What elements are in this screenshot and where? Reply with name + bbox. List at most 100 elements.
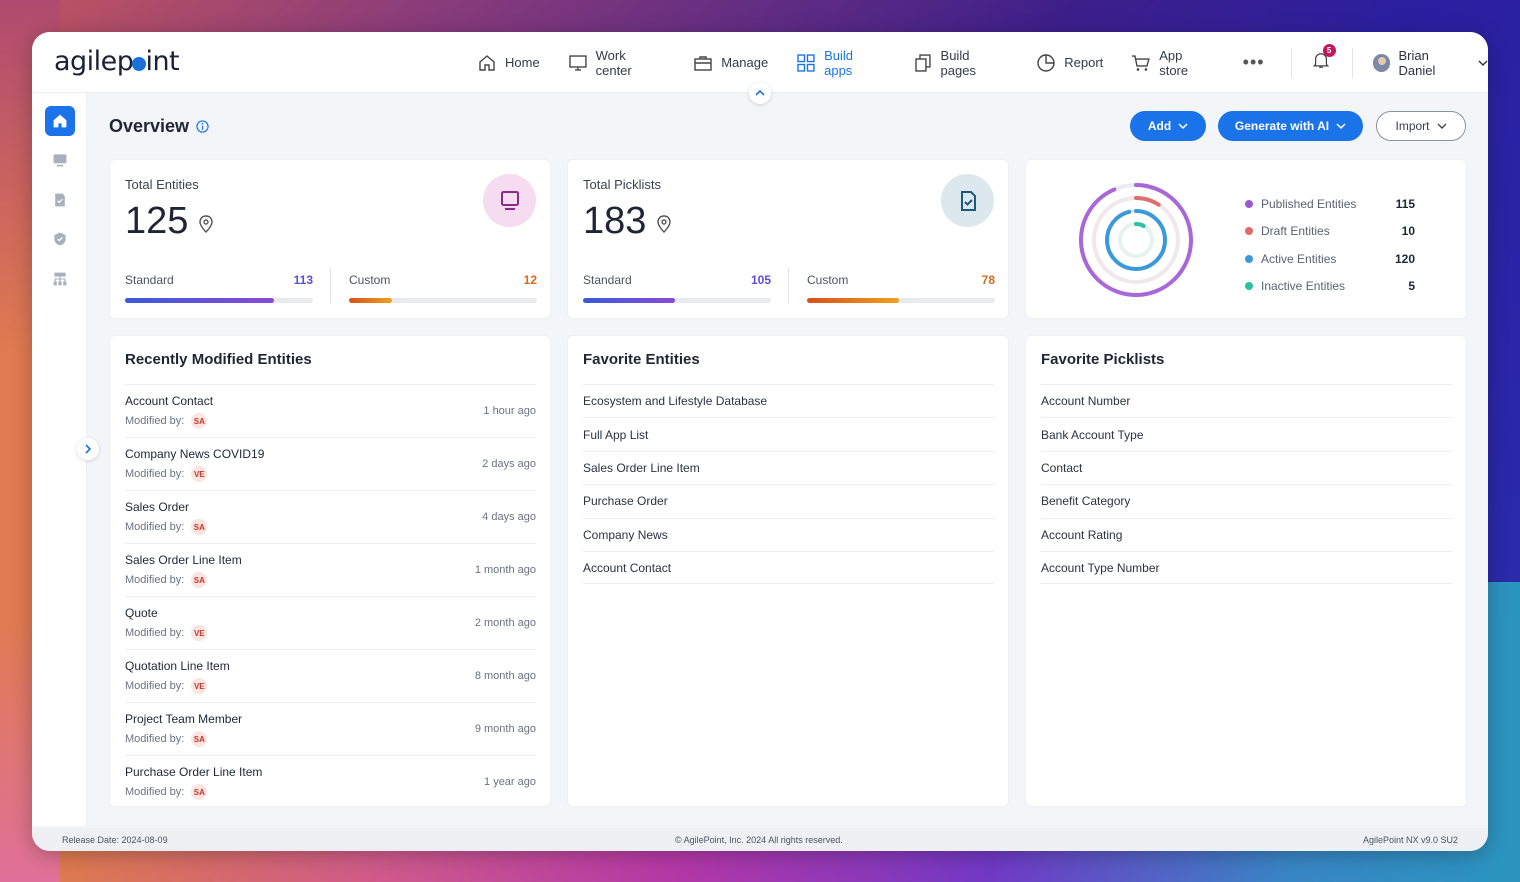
avatar: SA <box>191 413 208 429</box>
list-item[interactable]: Quotation Line Item Modified by: VE 8 mon… <box>125 649 536 702</box>
list-item[interactable]: Account Contact Modified by: SA 1 hour ag… <box>125 384 536 437</box>
list-item[interactable]: Account Type Number <box>1041 550 1452 585</box>
entity-name[interactable]: Quote <box>125 606 158 620</box>
entity-name[interactable]: Sales Order Line Item <box>125 553 242 567</box>
add-button-label: Add <box>1147 119 1172 133</box>
entity-name[interactable]: Project Team Member <box>125 712 243 726</box>
total-picklists-value: 183 <box>583 200 672 243</box>
modified-by: Modified by: VE <box>125 466 208 482</box>
nav-home[interactable]: Home <box>477 53 540 73</box>
legend-label: Active Entities <box>1261 251 1337 266</box>
entities-stat-icon <box>483 174 536 227</box>
list-item[interactable]: Project Team Member Modified by: SA 9 mon… <box>125 702 536 755</box>
ring-track-inactive <box>1118 222 1154 258</box>
modified-time: 1 hour ago <box>483 405 536 417</box>
version: AgilePoint NX v9.0 SU2 <box>1362 835 1458 845</box>
expand-sidebar-button[interactable] <box>77 438 99 460</box>
legend-value: 115 <box>1395 196 1415 211</box>
nav-manage[interactable]: Manage <box>693 53 768 73</box>
nav-work-center[interactable]: Work center <box>568 48 666 78</box>
entities-custom-label: Custom <box>349 273 391 287</box>
page-title-text: Overview <box>109 116 190 136</box>
entities-standard: Standard 113 <box>125 273 313 287</box>
list-item[interactable]: Sales Order Modified by: SA 4 days ago <box>125 490 536 543</box>
chevron-down-icon <box>1478 60 1488 66</box>
entity-name[interactable]: Account Contact <box>125 394 214 408</box>
entity-name[interactable]: Sales Order <box>125 500 190 514</box>
generate-with-ai-button[interactable]: Generate with AI <box>1218 111 1363 141</box>
release-date: Release Date: 2024-08-09 <box>62 835 168 845</box>
info-icon[interactable] <box>196 120 209 133</box>
monitor-icon <box>500 190 519 210</box>
more-menu-icon[interactable]: ••• <box>1242 52 1265 72</box>
entity-name[interactable]: Company News COVID19 <box>125 447 265 461</box>
user-name: Brian Daniel <box>1398 47 1436 78</box>
sidebar-item-shield[interactable] <box>45 224 75 254</box>
list-item[interactable]: Account Rating <box>1041 517 1452 551</box>
nav-work-center-label: Work center <box>595 47 632 78</box>
nav-build-apps[interactable]: Build apps <box>796 48 884 78</box>
list-item[interactable]: Contact <box>1041 450 1452 484</box>
list-item[interactable]: Benefit Category <box>1041 484 1452 517</box>
list-item[interactable]: Account Contact <box>583 550 994 585</box>
sidebar-item-hierarchy[interactable] <box>45 264 75 294</box>
user-menu[interactable]: Brian Daniel <box>1372 47 1488 78</box>
nav-manage-label: Manage <box>721 55 769 70</box>
modified-by-label: Modified by: <box>125 574 185 586</box>
list-item[interactable]: Bank Account Type <box>1041 417 1452 450</box>
list-item[interactable]: Company News COVID19 Modified by: VE 2 da… <box>125 437 536 490</box>
nav-report[interactable]: Report <box>1036 53 1103 73</box>
list-item[interactable]: Account Number <box>1041 384 1452 417</box>
add-button[interactable]: Add <box>1130 111 1206 141</box>
picklists-custom-bar <box>807 298 995 303</box>
location-pin-icon[interactable] <box>656 214 672 233</box>
shield-icon <box>54 232 66 246</box>
nav-build-pages[interactable]: Build pages <box>913 48 1009 78</box>
monitor-icon <box>568 54 587 71</box>
picklists-stat-icon <box>941 174 994 227</box>
legend-label: Inactive Entities <box>1261 279 1346 294</box>
modified-by-label: Modified by: <box>125 786 185 798</box>
chevron-down-icon <box>1336 123 1346 130</box>
list-item[interactable]: Quote Modified by: VE 2 month ago <box>125 596 536 649</box>
modified-time: 1 month ago <box>474 564 536 576</box>
home-icon <box>479 54 495 71</box>
entities-standard-bar-fill <box>125 298 274 303</box>
nav-app-store[interactable]: App store <box>1131 48 1214 78</box>
legend-inactive: Inactive Entities 5 <box>1245 273 1415 301</box>
notifications-button[interactable]: 5 <box>1312 44 1336 74</box>
list-item[interactable]: Purchase Order <box>583 484 994 517</box>
list-item[interactable]: Full App List <box>583 417 994 450</box>
avatar: VE <box>191 466 208 482</box>
list-item[interactable]: Ecosystem and Lifestyle Database <box>583 384 994 417</box>
sidebar-item-home[interactable] <box>45 106 75 136</box>
total-entities-label: Total Entities <box>125 177 199 192</box>
nav-build-apps-label: Build apps <box>824 47 854 78</box>
copyright: © AgilePoint, Inc. 2024 All rights reser… <box>675 835 843 845</box>
agilepoint-logo[interactable]: agilep int <box>54 46 180 77</box>
list-item[interactable]: Company News <box>583 517 994 551</box>
import-button[interactable]: Import <box>1376 111 1466 141</box>
legend-dot <box>1245 199 1253 208</box>
sidebar-item-monitor[interactable] <box>45 145 75 175</box>
modified-time: 1 year ago <box>484 776 536 788</box>
list-item[interactable]: Sales Order Line Item <box>583 450 994 484</box>
avatar: SA <box>191 731 208 747</box>
sidebar-item-document[interactable] <box>45 185 75 215</box>
collapse-header-button[interactable] <box>749 82 771 104</box>
total-picklists-label: Total Picklists <box>583 177 662 192</box>
ring-published <box>1079 183 1193 297</box>
modified-by-label: Modified by: <box>125 627 185 639</box>
modified-by: Modified by: SA <box>125 572 208 588</box>
status-rings-chart <box>1079 183 1193 297</box>
list-item[interactable]: Purchase Order Line Item Modified by: SA … <box>125 755 536 808</box>
entity-name[interactable]: Purchase Order Line Item <box>125 765 263 779</box>
picklists-custom-bar-fill <box>807 298 900 303</box>
main-nav: Home Work center Manage Build apps Build… <box>477 32 1488 93</box>
location-pin-icon[interactable] <box>198 214 214 233</box>
entities-standard-bar <box>125 298 313 303</box>
picklists-standard: Standard 105 <box>583 273 771 287</box>
list-item[interactable]: Sales Order Line Item Modified by: SA 1 m… <box>125 543 536 596</box>
entity-name[interactable]: Quotation Line Item <box>125 659 230 673</box>
status-legend: Published Entities 115 Draft Entities 10… <box>1245 190 1415 300</box>
